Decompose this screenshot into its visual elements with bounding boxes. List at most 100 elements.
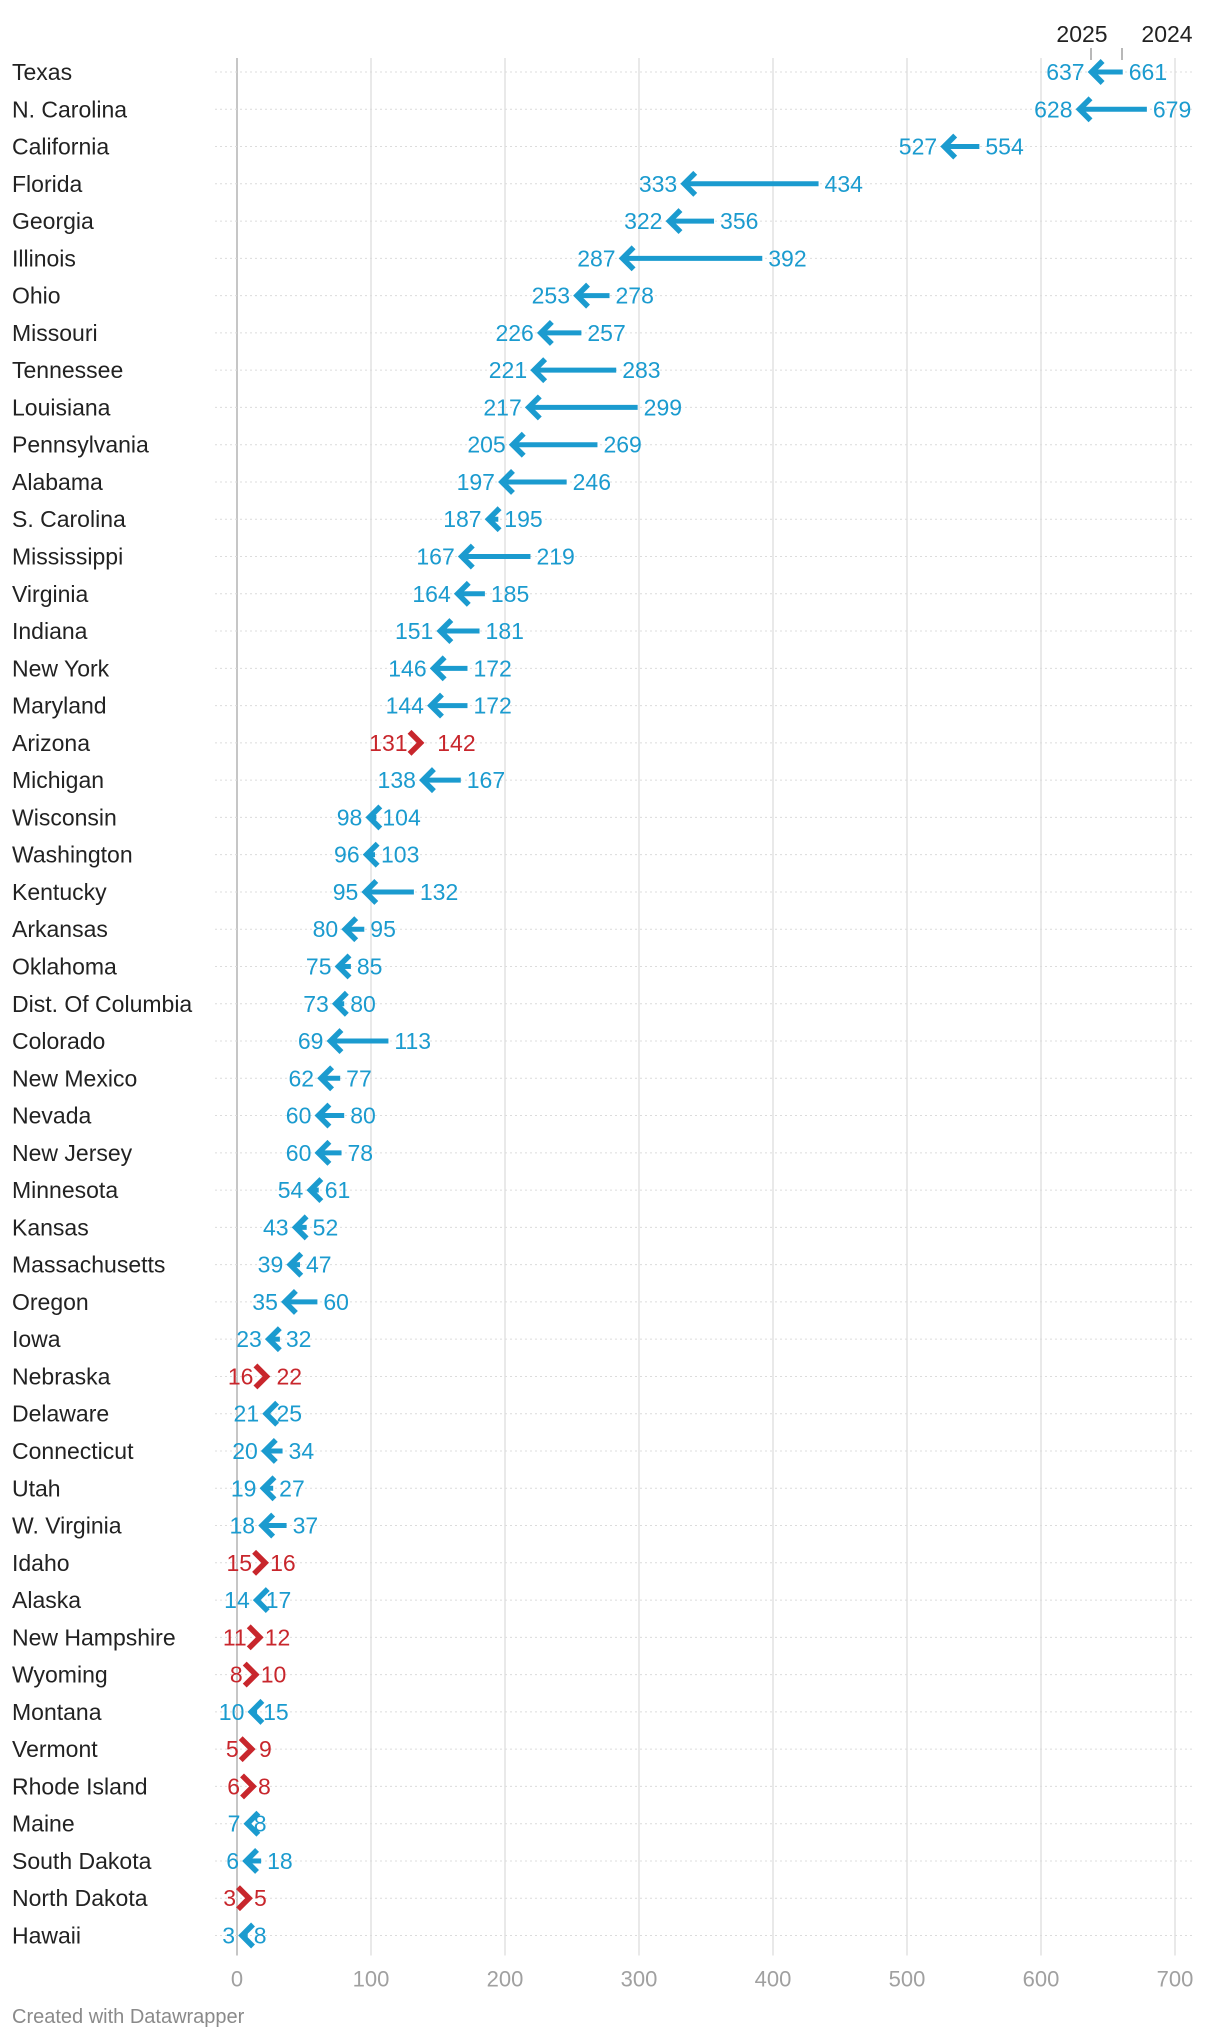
arrow-new-york — [429, 655, 468, 682]
value-2024: 15 — [263, 1699, 289, 1725]
arrow-head — [264, 1326, 282, 1353]
value-2025: 637 — [1046, 59, 1084, 85]
value-2024: 22 — [276, 1363, 302, 1389]
arrow-head — [530, 357, 548, 384]
state-label: Oklahoma — [12, 953, 117, 979]
arrow-n-carolina — [1075, 96, 1147, 123]
arrow-head — [236, 1885, 253, 1912]
value-2025: 14 — [224, 1587, 250, 1613]
arrow-dist-of-columbia — [331, 990, 349, 1017]
value-2024: 52 — [313, 1214, 339, 1240]
value-2024: 8 — [254, 1923, 267, 1949]
value-2025: 10 — [219, 1699, 245, 1725]
value-2024: 195 — [504, 506, 542, 532]
value-2024: 85 — [357, 953, 383, 979]
value-2024: 8 — [258, 1773, 271, 1799]
arrow-head — [286, 1251, 304, 1278]
state-label: Nevada — [12, 1103, 91, 1129]
arrow-louisiana — [524, 394, 638, 421]
state-label: Maryland — [12, 693, 107, 719]
state-label: Ohio — [12, 283, 61, 309]
arrow-arkansas — [341, 916, 365, 943]
state-label: Rhode Island — [12, 1773, 148, 1799]
state-label: Colorado — [12, 1028, 105, 1054]
value-2025: 3 — [222, 1923, 235, 1949]
state-label: New Hampshire — [12, 1624, 176, 1650]
value-2024: 61 — [325, 1177, 351, 1203]
arrow-oregon — [281, 1288, 318, 1315]
state-label: Alaska — [12, 1587, 81, 1613]
value-2024: 269 — [603, 432, 641, 458]
arrow-head — [258, 1512, 276, 1539]
state-label: Kansas — [12, 1214, 89, 1240]
arrow-head — [524, 394, 542, 421]
value-2025: 80 — [313, 916, 339, 942]
value-2025: 187 — [443, 506, 481, 532]
arrow-massachusetts — [286, 1251, 304, 1278]
value-2025: 144 — [386, 693, 425, 719]
arrow-head — [436, 618, 454, 644]
state-label: Hawaii — [12, 1923, 81, 1949]
arrow-head — [252, 1587, 270, 1614]
arrow-ohio — [573, 282, 610, 309]
arrow-mississippi — [457, 543, 531, 570]
arrow-head — [331, 990, 349, 1017]
value-2025: 35 — [252, 1289, 278, 1315]
arrow-head — [536, 319, 554, 346]
arrow-idaho — [252, 1549, 269, 1576]
value-2025: 151 — [395, 618, 433, 644]
value-2024: 18 — [267, 1848, 293, 1874]
value-2024: 132 — [420, 879, 458, 905]
arrow-head — [407, 729, 425, 756]
value-2025: 146 — [388, 655, 426, 681]
value-2025: 6 — [226, 1848, 239, 1874]
arrow-oklahoma — [334, 953, 352, 980]
value-2025: 16 — [228, 1363, 254, 1389]
state-label: S. Carolina — [12, 506, 126, 532]
arrow-head — [242, 1661, 260, 1688]
value-2024: 78 — [348, 1140, 374, 1166]
arrow-michigan — [419, 767, 461, 794]
state-label: California — [12, 134, 109, 160]
x-tick-label: 0 — [231, 1967, 243, 1992]
arrow-rhode-island — [240, 1773, 257, 1800]
arrow-head — [252, 1549, 269, 1576]
arrow-iowa — [264, 1326, 282, 1353]
value-2025: 18 — [230, 1513, 256, 1539]
state-label: Texas — [12, 59, 72, 85]
state-label: Arkansas — [12, 916, 108, 942]
value-2024: 392 — [768, 245, 806, 271]
state-label: Virginia — [12, 581, 88, 607]
arrow-head — [306, 1177, 324, 1204]
state-labels: Texas N. Carolina California Florida Georgia… — [12, 59, 192, 1949]
value-2024: 77 — [346, 1065, 372, 1091]
value-2024: 25 — [277, 1401, 303, 1427]
arrow-head — [246, 1624, 264, 1651]
arrow-head — [665, 208, 683, 235]
arrows — [236, 59, 1147, 1949]
state-label: Delaware — [12, 1401, 109, 1427]
state-label: Oregon — [12, 1289, 89, 1315]
arrow-north-dakota — [236, 1885, 253, 1912]
arrow-illinois — [618, 245, 763, 272]
arrow-head — [419, 767, 436, 794]
value-2024: 679 — [1153, 96, 1191, 122]
value-2025: 197 — [457, 469, 495, 495]
arrow-tennessee — [530, 357, 617, 384]
state-label: Montana — [12, 1699, 102, 1725]
arrow-head — [453, 580, 471, 607]
value-2024: 12 — [265, 1624, 291, 1650]
arrow-texas — [1087, 59, 1123, 85]
arrow-head — [365, 804, 383, 831]
state-label: Washington — [12, 842, 133, 868]
state-label: South Dakota — [12, 1848, 152, 1874]
arrow-head — [253, 1363, 271, 1390]
arrow-head — [361, 878, 379, 905]
value-2025: 628 — [1034, 96, 1072, 122]
value-2025: 527 — [899, 134, 937, 160]
state-label: New York — [12, 655, 110, 681]
value-2025: 54 — [278, 1177, 304, 1203]
value-2025: 138 — [378, 767, 416, 793]
state-label: North Dakota — [12, 1885, 148, 1911]
